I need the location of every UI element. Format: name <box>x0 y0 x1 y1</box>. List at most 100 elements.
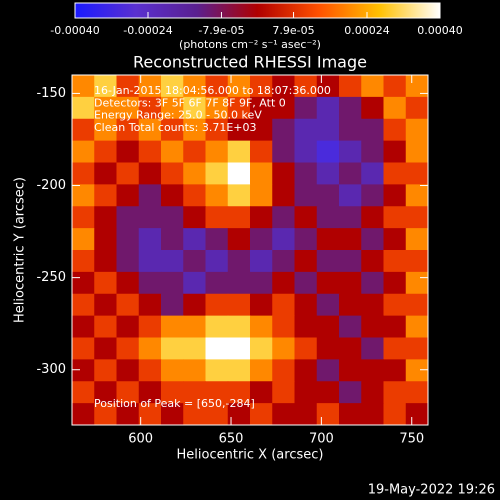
heatmap-cell <box>94 184 117 207</box>
y-tick-label: -250 <box>36 270 66 285</box>
heatmap-cell <box>161 96 184 120</box>
heatmap-cell <box>294 271 318 295</box>
heatmap-cell <box>339 271 362 295</box>
heatmap-cell <box>272 75 295 98</box>
heatmap-cell <box>405 162 429 185</box>
heatmap-cell <box>294 75 318 98</box>
heatmap-cell <box>227 140 251 163</box>
heatmap-cell <box>339 228 362 251</box>
x-axis-label: Heliocentric X (arcsec) <box>177 448 324 463</box>
heatmap-cell <box>138 162 162 185</box>
heatmap-cell <box>272 140 295 163</box>
x-tick-label: 600 <box>128 432 153 447</box>
heatmap-cell <box>161 403 184 426</box>
heatmap-cell <box>405 184 429 207</box>
heatmap-cell <box>227 315 251 338</box>
heatmap-cell <box>294 315 318 338</box>
heatmap-cell <box>361 75 384 98</box>
heatmap-cell <box>183 118 206 142</box>
heatmap-cell <box>294 293 318 317</box>
heatmap-cell <box>72 315 95 338</box>
heatmap-cell <box>361 293 384 317</box>
heatmap-cell <box>405 315 429 338</box>
heatmap-cell <box>339 337 362 360</box>
heatmap-cell <box>361 96 384 120</box>
heatmap-cell <box>94 337 117 360</box>
chart-title: Reconstructed RHESSI Image <box>133 53 367 72</box>
heatmap-cell <box>116 271 140 295</box>
heatmap-cell <box>227 118 251 142</box>
heatmap-cell <box>72 293 95 317</box>
heatmap-cell <box>138 359 162 382</box>
heatmap-cell <box>116 250 140 273</box>
heatmap-cell <box>116 381 140 404</box>
heatmap-cell <box>72 381 95 404</box>
heatmap-cell <box>361 118 384 142</box>
heatmap-cell <box>250 359 273 382</box>
heatmap-cell <box>272 96 295 120</box>
heatmap-cell <box>250 315 273 338</box>
heatmap-cell <box>227 337 251 360</box>
heatmap-cell <box>72 96 95 120</box>
y-axis-label: Heliocentric Y (arcsec) <box>13 177 28 323</box>
heatmap-cell <box>383 75 407 98</box>
heatmap-cell <box>72 337 95 360</box>
heatmap-cell <box>405 293 429 317</box>
heatmap-cell <box>94 206 117 229</box>
heatmap-cell <box>227 403 251 426</box>
heatmap-cell <box>161 184 184 207</box>
heatmap-cell <box>183 250 206 273</box>
heatmap-cell <box>272 228 295 251</box>
annotation: Energy Range: 25.0 - 50.0 keV <box>94 109 262 122</box>
heatmap-cell <box>94 140 117 163</box>
heatmap-cell <box>205 359 229 382</box>
heatmap-cell <box>316 381 340 404</box>
heatmap-cell <box>316 250 340 273</box>
colorbar-label: (photons cm⁻² s⁻¹ asec⁻²) <box>179 38 321 51</box>
heatmap-cell <box>94 381 117 404</box>
heatmap-cell <box>405 381 429 404</box>
heatmap-cell <box>361 337 384 360</box>
heatmap-cell <box>161 206 184 229</box>
colorbar <box>74 2 441 19</box>
heatmap-cell <box>161 228 184 251</box>
heatmap-cell <box>116 293 140 317</box>
heatmap-cell <box>161 271 184 295</box>
heatmap-cell <box>161 337 184 360</box>
heatmap-cell <box>383 162 407 185</box>
heatmap-cell <box>272 271 295 295</box>
heatmap-cell <box>138 271 162 295</box>
heatmap-cell <box>94 403 117 426</box>
heatmap-cell <box>72 403 95 426</box>
heatmap-cell <box>183 403 206 426</box>
heatmap-cell <box>361 184 384 207</box>
heatmap-cell <box>316 118 340 142</box>
heatmap-cell <box>339 162 362 185</box>
heatmap-cell <box>250 184 273 207</box>
colorbar-tick-label: 0.00024 <box>344 24 390 37</box>
heatmap-cell <box>272 206 295 229</box>
heatmap-cell <box>183 337 206 360</box>
heatmap-cell <box>339 118 362 142</box>
heatmap-cell <box>250 140 273 163</box>
heatmap-cell <box>227 206 251 229</box>
colorbar-tick-label: -0.00024 <box>123 24 172 37</box>
heatmap-cell <box>361 403 384 426</box>
heatmap-cell <box>294 206 318 229</box>
heatmap-cell <box>405 75 429 98</box>
heatmap-cell <box>227 96 251 120</box>
heatmap-cell <box>72 250 95 273</box>
heatmap-cell <box>405 96 429 120</box>
plot-frame <box>71 74 429 426</box>
heatmap-cell <box>72 118 95 142</box>
heatmap-cell <box>361 315 384 338</box>
heatmap-cell <box>250 96 273 120</box>
heatmap-cell <box>294 118 318 142</box>
heatmap-cell <box>183 293 206 317</box>
heatmap-cell <box>361 250 384 273</box>
heatmap-cell <box>383 206 407 229</box>
heatmap-cell <box>316 228 340 251</box>
heatmap-cell <box>138 118 162 142</box>
heatmap-cell <box>227 228 251 251</box>
heatmap-cell <box>72 184 95 207</box>
